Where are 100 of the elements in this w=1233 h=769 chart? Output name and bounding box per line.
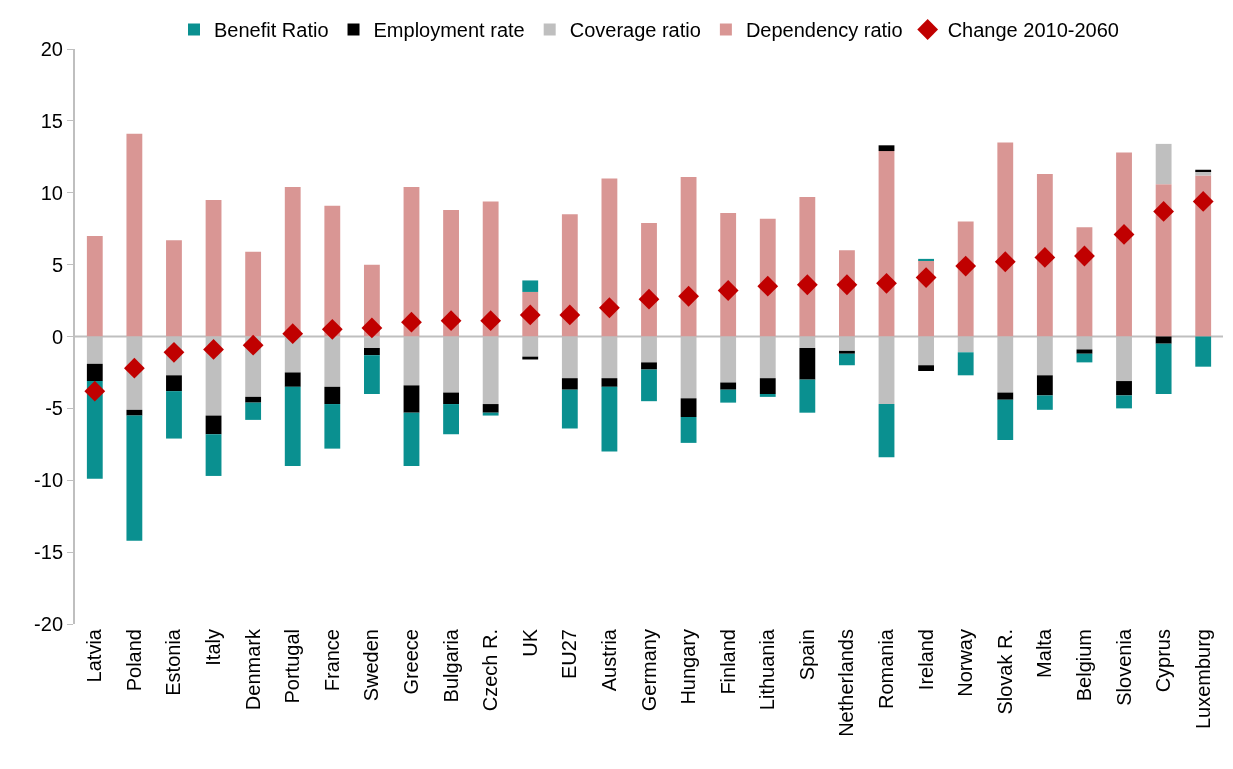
bar: [86, 363, 103, 382]
bar: [680, 417, 697, 443]
y-tick-label: -20: [34, 613, 63, 635]
x-tick-label: Poland: [122, 629, 145, 692]
legend-label: Dependency ratio: [745, 19, 903, 42]
x-tick-label: Finland: [716, 629, 739, 695]
bar: [799, 348, 816, 380]
y-tick-label: 20: [40, 38, 63, 60]
x-tick-label: Czech R.: [479, 629, 502, 712]
x-tick-label: Slovak R.: [993, 629, 1016, 715]
bar: [166, 240, 182, 337]
point: [282, 323, 304, 345]
bar: [522, 356, 539, 360]
bar: [363, 348, 380, 356]
x-tick-label: Belgium: [1072, 629, 1095, 702]
point: [836, 274, 858, 296]
x-tick-label: EU27: [558, 629, 581, 680]
bar: [1116, 152, 1132, 337]
point: [757, 275, 779, 297]
x-tick-label: Italy: [202, 629, 225, 666]
bar: [403, 412, 420, 466]
point: [1113, 224, 1135, 245]
bar: [166, 375, 182, 392]
bar: [839, 350, 855, 354]
point: [440, 310, 462, 332]
bar: [522, 280, 539, 292]
point: [519, 304, 541, 326]
y-tick-label: 5: [51, 253, 63, 276]
bar: [363, 355, 380, 394]
x-tick-label: UK: [518, 628, 541, 657]
bar: [878, 145, 895, 152]
bar: [1116, 381, 1132, 396]
x-tick-label: Lithuania: [756, 628, 779, 711]
bar: [1155, 143, 1172, 185]
point: [480, 310, 502, 332]
bar: [680, 398, 697, 417]
legend-label: Coverage ratio: [569, 19, 701, 42]
bar: [641, 369, 657, 402]
bar: [997, 399, 1014, 440]
point: [994, 251, 1016, 273]
bar: [680, 176, 697, 337]
bar: [720, 389, 737, 403]
bar: [839, 353, 855, 366]
point: [717, 280, 739, 301]
bar: [324, 386, 341, 405]
bar: [205, 434, 222, 476]
point: [638, 288, 660, 310]
bar: [1036, 375, 1053, 396]
bar: [997, 142, 1014, 337]
point: [321, 318, 343, 340]
bar: [997, 392, 1014, 400]
point: [678, 285, 699, 307]
bar: [126, 415, 143, 541]
x-tick-label: Hungary: [677, 629, 700, 705]
bar: [799, 197, 816, 337]
bar: [482, 404, 499, 413]
x-tick-label: Denmark: [241, 628, 264, 711]
x-tick-label: Austria: [597, 628, 620, 692]
bar: [641, 362, 657, 370]
point: [401, 311, 422, 333]
legend-label: Benefit Ratio: [214, 19, 329, 42]
point: [599, 297, 620, 319]
point: [559, 304, 581, 326]
bar: [126, 409, 143, 416]
point: [242, 334, 264, 356]
x-tick-label: Greece: [399, 629, 422, 695]
bar: [245, 251, 262, 337]
bar: [205, 415, 222, 435]
bar: [1155, 184, 1172, 337]
point: [796, 274, 818, 296]
point: [1192, 190, 1214, 212]
bar: [601, 386, 618, 452]
bar: [403, 385, 420, 413]
point: [1074, 245, 1095, 267]
x-tick-label: Romania: [875, 628, 898, 710]
bar: [601, 378, 618, 387]
bar: [443, 404, 459, 435]
point: [123, 357, 145, 379]
point: [955, 255, 977, 277]
point: [876, 272, 897, 294]
y-tick-label: 15: [40, 109, 63, 132]
bar: [443, 210, 459, 337]
x-tick-label: Cyprus: [1152, 629, 1175, 693]
x-tick-label: Malta: [1033, 628, 1056, 678]
bar: [482, 201, 499, 337]
bar: [482, 412, 499, 416]
x-tick-label: Slovenia: [1112, 628, 1135, 706]
y-tick-label: 10: [40, 181, 63, 204]
bar: [720, 382, 737, 390]
bar: [1076, 349, 1093, 354]
legend-label: Employment rate: [373, 19, 525, 42]
bar: [957, 352, 974, 376]
x-tick-label: Norway: [954, 629, 977, 697]
legend-label: Change 2010-2060: [947, 19, 1119, 42]
x-tick-label: Luxemburg: [1191, 629, 1214, 730]
bar: [918, 258, 935, 261]
x-tick-label: Spain: [795, 629, 818, 681]
bar: [759, 378, 776, 394]
bar: [245, 402, 262, 420]
bar: [86, 235, 103, 337]
